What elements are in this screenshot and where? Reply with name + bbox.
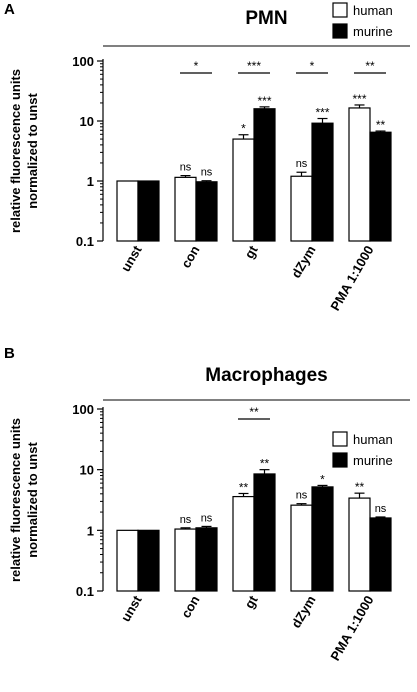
legend-swatch-murine (332, 452, 348, 468)
x-tick-label: unst (118, 592, 145, 624)
y-tick-label: 0.1 (76, 234, 94, 249)
y-tick-label: 10 (80, 114, 94, 129)
x-tick-label: con (178, 243, 203, 271)
x-tick-label: PMA 1:1000 (327, 243, 376, 313)
bar-human-1 (174, 176, 197, 242)
bar-human-1 (174, 528, 197, 592)
significance-label: ** (355, 480, 365, 494)
bar-murine-4 (369, 517, 392, 592)
y-axis-label: relative fluorescence units (8, 418, 23, 582)
significance-label: *** (257, 94, 271, 108)
y-tick-label: 100 (72, 402, 94, 417)
significance-label: ** (260, 457, 270, 471)
panel-a: A PMN relative fluorescence units normalize… (4, 1, 410, 313)
chart-title: Macrophages (205, 365, 327, 386)
bar-human-2 (232, 138, 255, 242)
significance-label: ** (239, 480, 249, 494)
panel-letter: B (4, 345, 15, 362)
bar-murine-1 (195, 527, 218, 592)
bar-human-3 (290, 504, 313, 592)
significance-label: * (241, 122, 246, 136)
y-tick-label: 1 (87, 174, 94, 189)
legend-label: murine (353, 24, 393, 39)
significance-label: * (320, 472, 325, 486)
y-tick-label: 1 (87, 523, 94, 538)
significance-label: *** (315, 106, 329, 120)
panel-letter: A (4, 1, 15, 18)
significance-label: ns (180, 162, 192, 174)
y-tick-label: 0.1 (76, 584, 94, 599)
bar-human-0 (116, 529, 139, 592)
significance-label: ns (201, 512, 213, 524)
comparison-label: * (194, 59, 199, 73)
x-tick-label: gt (241, 242, 260, 261)
legend-label: human (353, 432, 393, 447)
y-tick-label: 100 (72, 54, 94, 69)
comparison-label: *** (247, 59, 261, 73)
x-tick-label: PMA 1:1000 (327, 593, 376, 663)
chart-title: PMN (245, 8, 287, 29)
x-tick-label: gt (241, 592, 260, 611)
bar-murine-4 (369, 131, 392, 242)
legend-label: human (353, 3, 393, 18)
y-axis-label: normalized to unst (25, 93, 40, 209)
legend-swatch-human (332, 431, 348, 447)
x-tick-label: unst (118, 242, 145, 274)
bar-human-4 (348, 497, 371, 592)
bar-human-3 (290, 175, 313, 242)
significance-label: ns (296, 490, 308, 502)
bar-human-2 (232, 495, 255, 592)
bar-murine-3 (311, 486, 334, 592)
bar-murine-2 (253, 473, 276, 592)
significance-label: ** (376, 118, 386, 132)
x-tick-label: dZym (288, 243, 318, 281)
bar-murine-0 (137, 529, 160, 592)
comparison-label: ** (249, 405, 259, 419)
bar-human-4 (348, 107, 371, 242)
bar-murine-2 (253, 108, 276, 242)
legend-swatch-human (332, 2, 348, 18)
bar-murine-0 (137, 180, 160, 242)
bar-human-0 (116, 180, 139, 242)
legend-swatch-murine (332, 23, 348, 39)
significance-label: ns (201, 167, 213, 179)
bar-murine-3 (311, 122, 334, 242)
significance-label: ns (375, 503, 387, 515)
bar-murine-1 (195, 181, 218, 242)
comparison-label: * (310, 59, 315, 73)
significance-label: ns (296, 158, 308, 170)
y-tick-label: 10 (80, 463, 94, 478)
x-tick-label: con (178, 593, 203, 621)
significance-label: ns (180, 514, 192, 526)
comparison-label: ** (365, 59, 375, 73)
y-axis-label: normalized to unst (25, 442, 40, 558)
y-axis-label: relative fluorescence units (8, 69, 23, 233)
x-tick-label: dZym (288, 593, 318, 631)
legend-label: murine (353, 453, 393, 468)
significance-label: *** (352, 92, 366, 106)
